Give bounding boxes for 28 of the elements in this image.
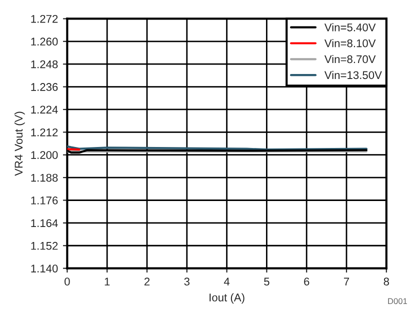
y-tick-label: 1.140	[31, 264, 58, 272]
legend-label: Vin=8.10V	[324, 39, 376, 48]
y-tick-label: 1.272	[31, 14, 58, 23]
x-axis-title: Iout (A)	[210, 293, 244, 304]
x-tick-label: 4	[224, 278, 230, 286]
text: D001	[388, 298, 407, 304]
legend-label: Vin=8.70V	[324, 54, 376, 64]
x-tick-label: 0	[64, 278, 70, 286]
y-tick-label: 1.164	[31, 219, 58, 228]
y-tick-label: 1.152	[31, 242, 58, 250]
y-axis-title: VR4 Vout (V)	[14, 112, 25, 176]
y-tick-label: 1.260	[31, 38, 58, 46]
y-tick-label: 1.188	[31, 174, 58, 182]
y-tick-label: 1.212	[31, 128, 58, 136]
y-tick-label: 1.248	[31, 60, 58, 68]
x-tick-label: 1	[104, 278, 110, 286]
x-tick-label: 3	[184, 278, 190, 286]
x-tick-label: 5	[264, 278, 270, 286]
y-tick-label: 1.236	[31, 83, 58, 91]
x-tick-label: 6	[304, 278, 310, 286]
legend-label: Vin=5.40V	[324, 23, 376, 32]
x-tick-label: 7	[344, 278, 350, 286]
y-tick-label: 1.224	[31, 106, 58, 114]
y-tick-label: 1.200	[31, 151, 58, 159]
y-tick-label: 1.176	[31, 196, 58, 204]
x-tick-label: 2	[144, 278, 150, 286]
legend-label: Vin=13.50V	[324, 70, 382, 80]
x-tick-label: 8	[384, 278, 390, 286]
